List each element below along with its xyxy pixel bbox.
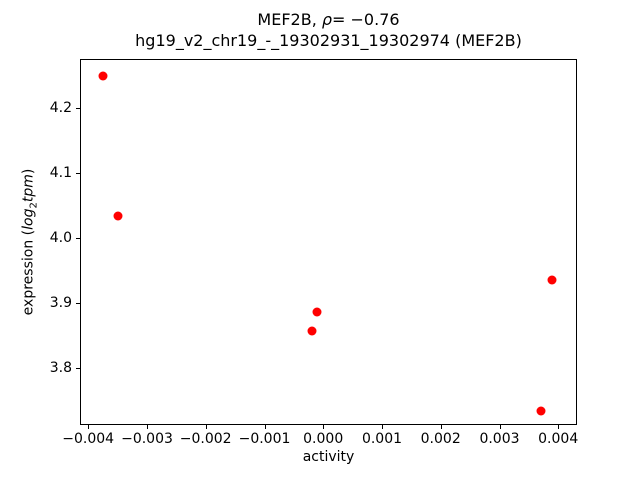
chart-title-line2: hg19_v2_chr19_-_19302931_19302974 (MEF2B… [135,31,522,50]
x-tick-mark [88,425,90,429]
x-tick-mark [382,425,383,429]
y-tick-mark [76,303,80,305]
x-tick-mark [499,425,501,429]
x-tick-label: −0.004 [62,431,115,447]
chart-title-correlation: = −0.76 [332,10,400,29]
y-tick-label: 3.9 [49,295,72,312]
data-point [307,326,316,336]
x-tick-mark [440,425,442,429]
y-label-log: log2tpm [20,174,40,230]
x-tick-label: 0.002 [420,431,461,447]
x-tick-mark [205,425,207,429]
y-tick-mark [76,238,80,240]
y-tick-mark [76,173,80,175]
data-point [312,307,322,317]
x-axis-label: activity [302,449,355,465]
y-tick-label: 4.1 [49,165,72,182]
y-tick-mark [76,368,80,370]
y-tick-label: 4.0 [49,230,72,247]
chart-title-prefix: MEF2B, [257,10,322,29]
y-tick-label: 4.2 [49,100,72,117]
rho-symbol: ρ [321,10,333,29]
data-point [98,71,108,81]
x-tick-label: 0.004 [538,431,579,447]
data-point [536,406,546,416]
data-point [547,275,557,285]
x-tick-label: −0.001 [238,431,291,447]
x-tick-label: 0.003 [479,431,520,447]
x-tick-mark [264,425,266,429]
data-point [113,211,123,221]
x-tick-label: 0.001 [361,431,403,447]
y-tick-mark [76,108,80,110]
x-tick-label: −0.003 [121,431,173,447]
x-tick-mark [323,425,325,429]
y-tick-label: 3.8 [49,360,72,377]
x-tick-label: 0.000 [303,431,344,447]
chart-title: MEF2B, ρ= −0.76 hg19_v2_chr19_-_19302931… [80,9,577,51]
plot-area [80,59,577,425]
chart-title-line1: MEF2B, ρ= −0.76 [80,9,577,30]
x-tick-mark [147,425,148,429]
x-tick-mark [558,425,560,429]
x-tick-label: −0.002 [179,431,232,447]
